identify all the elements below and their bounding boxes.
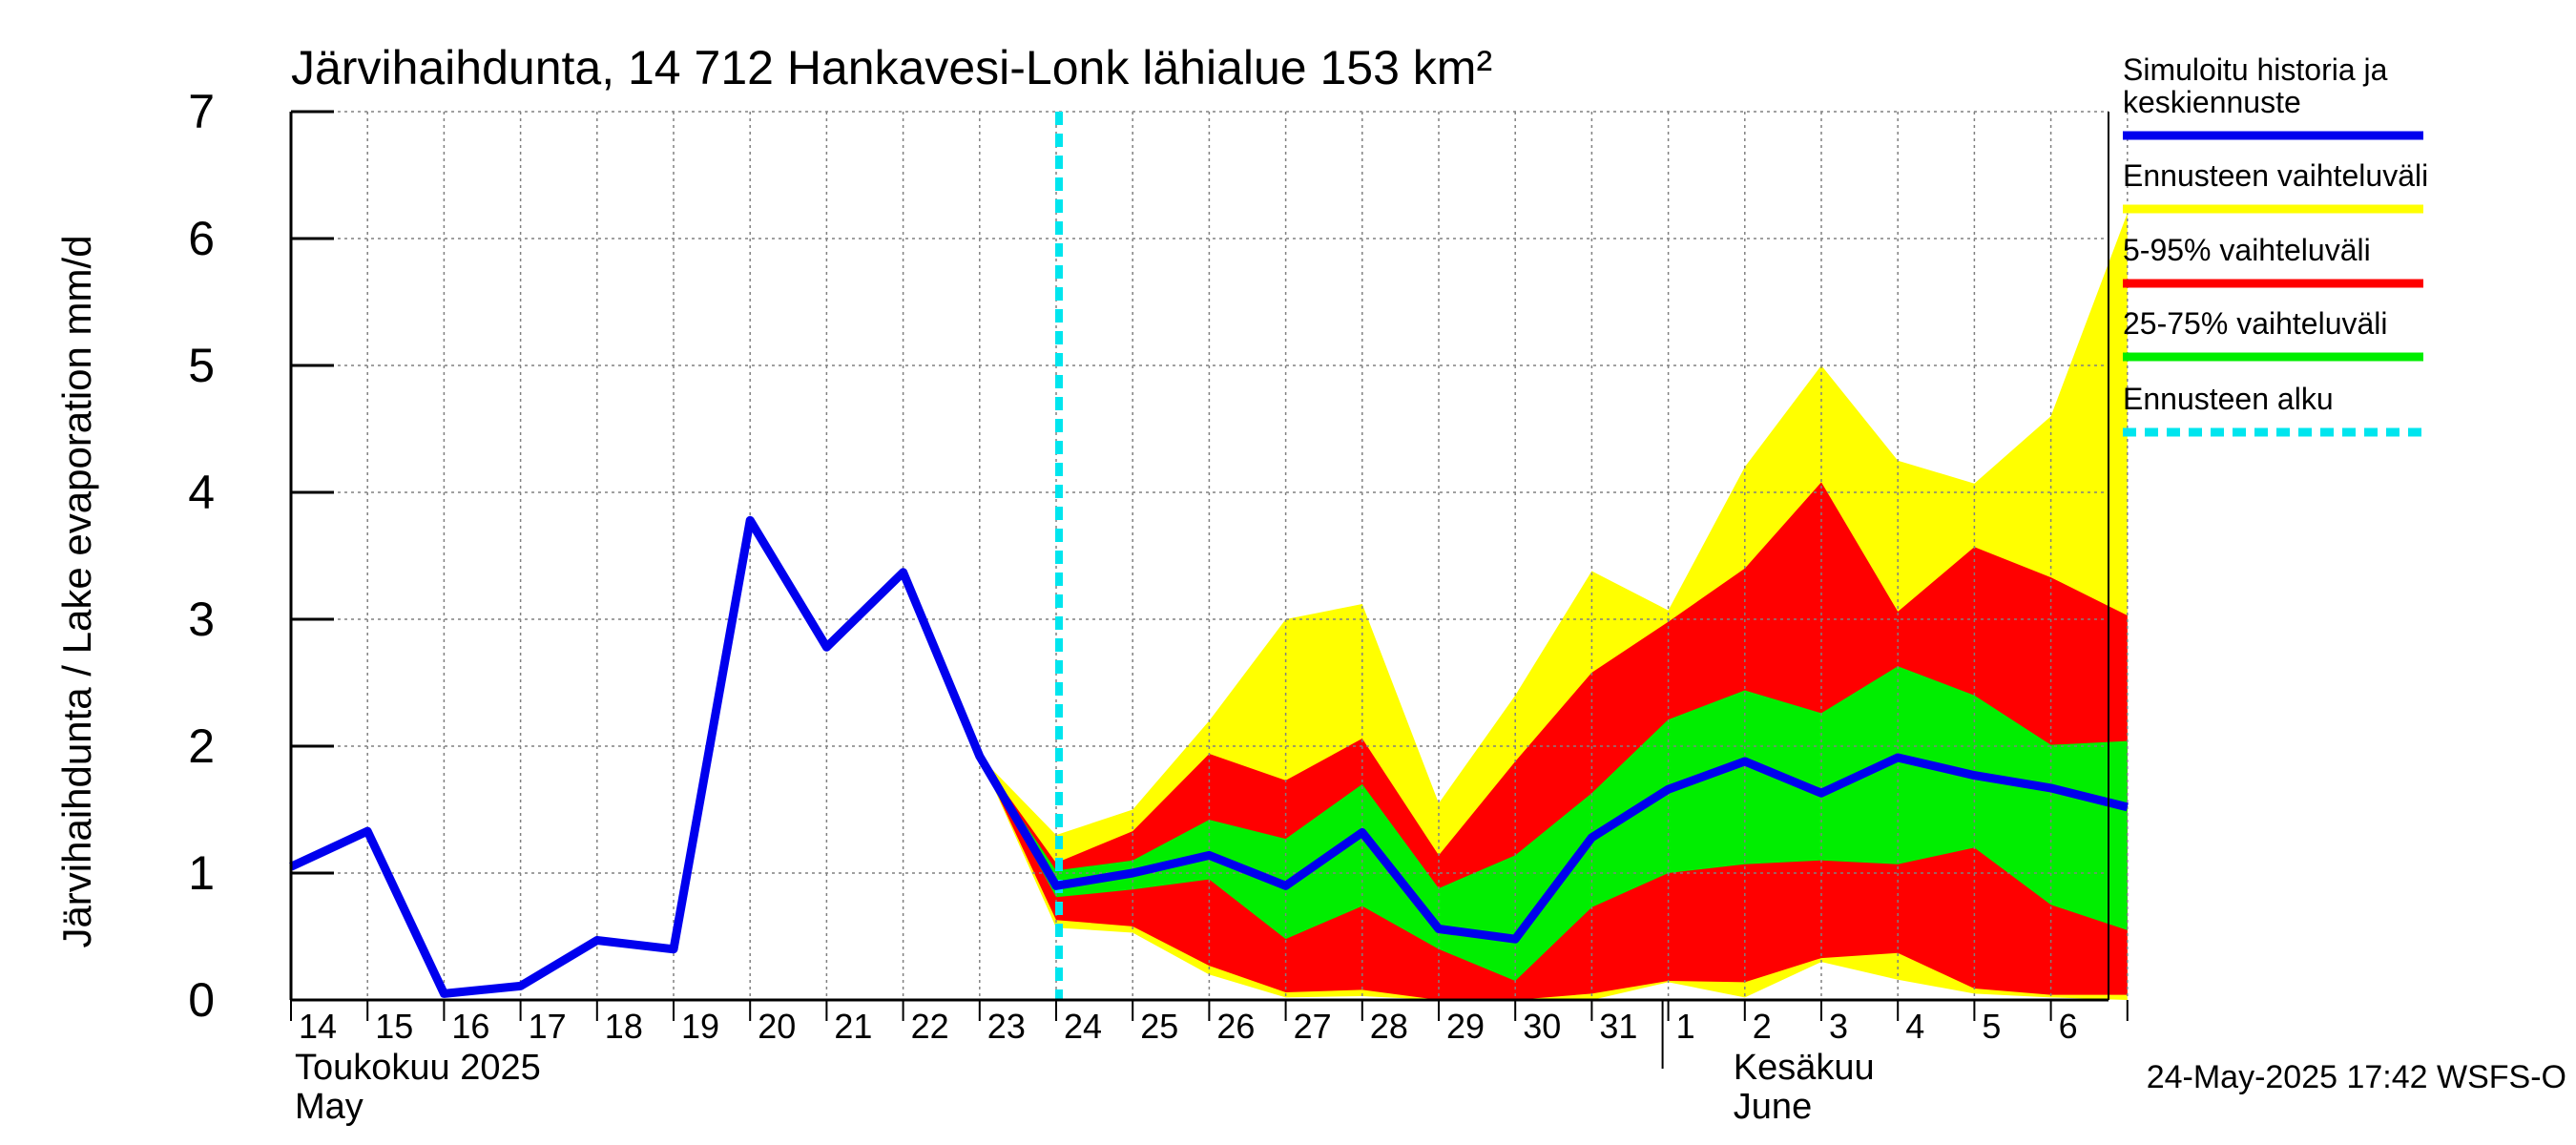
x-tick-label: 2 xyxy=(1753,1007,1772,1046)
x-tick-label: 25 xyxy=(1140,1007,1178,1046)
month-label-en: May xyxy=(295,1087,364,1127)
legend-label: 25-75% vaihteluväli xyxy=(2123,306,2388,341)
x-tick-label: 18 xyxy=(605,1007,643,1046)
legend-label: Ennusteen alku xyxy=(2123,382,2334,416)
x-tick-label: 21 xyxy=(834,1007,872,1046)
grid-layer xyxy=(290,111,2129,1000)
y-tick-label: 7 xyxy=(188,85,215,138)
x-tick-label: 5 xyxy=(1982,1007,2001,1046)
x-tick-label: 28 xyxy=(1370,1007,1408,1046)
x-tick-label: 16 xyxy=(451,1007,489,1046)
month-label: Toukokuu 2025 xyxy=(295,1048,541,1088)
y-tick-label: 1 xyxy=(188,846,215,900)
x-tick-label: 17 xyxy=(529,1007,567,1046)
month-label-en: June xyxy=(1734,1087,1812,1127)
y-tick-label: 0 xyxy=(188,973,215,1027)
footer-timestamp: 24-May-2025 17:42 WSFS-O xyxy=(2147,1059,2566,1095)
series-layer xyxy=(289,112,2129,1000)
chart-title: Järvihaihdunta, 14 712 Hankavesi-Lonk lä… xyxy=(291,41,1492,94)
y-tick-label: 5 xyxy=(188,339,215,392)
x-tick-label: 22 xyxy=(911,1007,949,1046)
x-tick-label: 14 xyxy=(299,1007,337,1046)
month-label: Kesäkuu xyxy=(1734,1048,1875,1088)
y-tick-label: 6 xyxy=(188,212,215,265)
x-tick-label: 24 xyxy=(1064,1007,1102,1046)
x-tick-label: 3 xyxy=(1829,1007,1848,1046)
band-3 xyxy=(979,666,2128,982)
x-tick-label: 4 xyxy=(1905,1007,1924,1046)
legend-label: keskiennuste xyxy=(2123,85,2301,119)
y-axis-label: Järvihaihdunta / Lake evaporation mm/d xyxy=(54,235,99,947)
x-tick-label: 23 xyxy=(987,1007,1026,1046)
bands-layer xyxy=(979,213,2128,1000)
legend-label: Ennusteen vaihteluväli xyxy=(2123,158,2428,193)
legend-label: 5-95% vaihteluväli xyxy=(2123,233,2371,267)
x-tick-label: 15 xyxy=(375,1007,413,1046)
x-tick-label: 1 xyxy=(1676,1007,1695,1046)
x-tick-label: 29 xyxy=(1446,1007,1485,1046)
x-tick-label: 6 xyxy=(2059,1007,2078,1046)
y-tick-label: 4 xyxy=(188,466,215,519)
x-tick-label: 27 xyxy=(1294,1007,1332,1046)
x-tick-label: 26 xyxy=(1216,1007,1255,1046)
y-tick-label: 3 xyxy=(188,593,215,646)
x-tick-label: 31 xyxy=(1599,1007,1637,1046)
legend-label: Simuloitu historia ja xyxy=(2123,52,2388,87)
x-tick-label: 19 xyxy=(681,1007,719,1046)
y-tick-label: 2 xyxy=(188,719,215,773)
x-tick-label: 20 xyxy=(758,1007,796,1046)
x-tick-label: 30 xyxy=(1523,1007,1561,1046)
